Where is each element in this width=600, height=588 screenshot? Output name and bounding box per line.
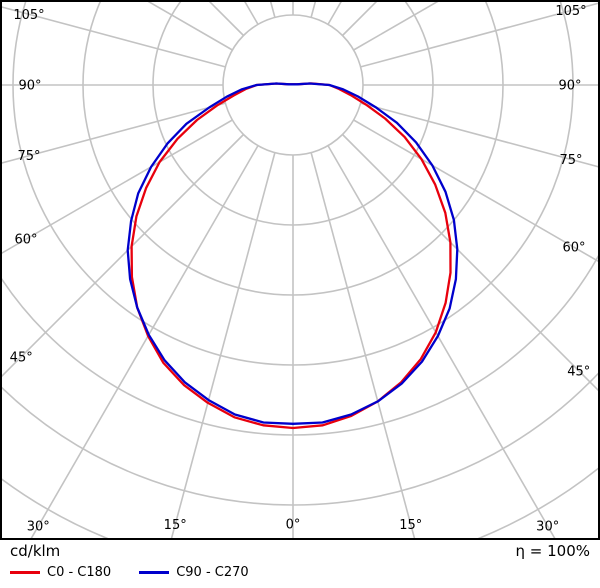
angle-tick-label: 90° xyxy=(18,79,41,94)
angle-tick-label: 15° xyxy=(164,518,187,533)
angle-tick-label: 75° xyxy=(559,153,582,168)
angle-tick-label: 30° xyxy=(536,520,559,535)
polar-chart-svg: 0° 15° 15° 30° 30° 45° 45° 60° 60° 75° 75° 90° 90° 10… xyxy=(0,0,600,540)
angle-tick-label: 45° xyxy=(10,350,33,365)
efficiency-label: η = 100% xyxy=(515,542,591,560)
angle-tick-label: 15° xyxy=(399,518,422,533)
blue-curve-sample-line xyxy=(139,571,170,574)
angle-tick-label: 105° xyxy=(13,8,44,23)
chart-footer: cd/klm η = 100% C0 - C180 C90 - C270 xyxy=(0,540,600,588)
angle-tick-label: 45° xyxy=(567,364,590,379)
red-curve-sample-line xyxy=(10,571,40,574)
legend-item-c90-c270: C90 - C270 xyxy=(139,565,249,580)
angle-tick-label: 90° xyxy=(558,79,581,94)
legend: C0 - C180 C90 - C270 xyxy=(10,565,590,580)
angle-tick-label: 30° xyxy=(27,520,50,535)
legend-label-c0-c180: C0 - C180 xyxy=(47,565,112,580)
angle-tick-label: 0° xyxy=(286,518,301,533)
angle-tick-label: 60° xyxy=(14,233,37,248)
angle-tick-label: 75° xyxy=(17,149,40,164)
legend-item-c0-c180: C0 - C180 xyxy=(10,565,111,580)
angle-tick-label: 60° xyxy=(562,241,585,256)
units-label: cd/klm xyxy=(10,542,61,560)
angle-tick-label: 105° xyxy=(555,4,586,19)
legend-label-c90-c270: C90 - C270 xyxy=(176,565,249,580)
